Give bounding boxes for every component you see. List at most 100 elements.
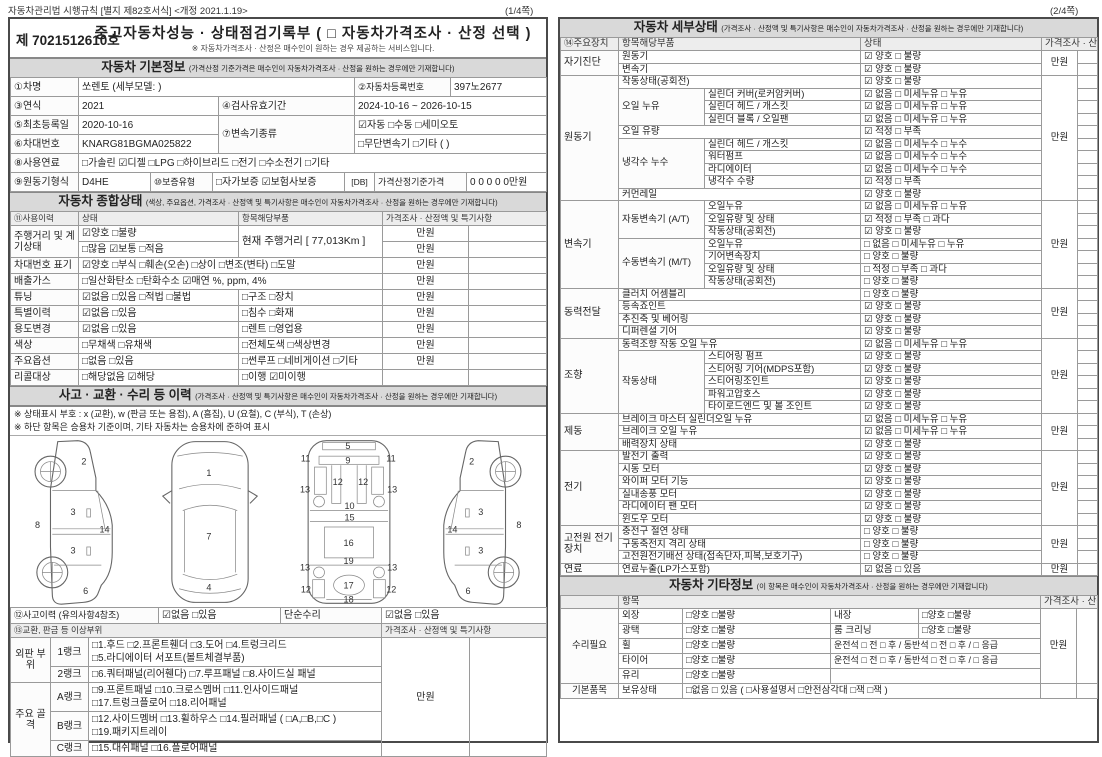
empty-cell (1077, 450, 1099, 464)
simple-repair-value: ☑없음 □있음 (381, 607, 547, 624)
part-cell: 윈도우 모터 (617, 512, 862, 526)
section-accident-history-title: 사고 · 교환 · 수리 등 이력 (58, 388, 192, 402)
diagram-number: 13 (300, 563, 310, 573)
part-cell: 실내송풍 모터 (617, 487, 862, 501)
empty-cell (1077, 287, 1099, 301)
diagram-number: 18 (343, 594, 353, 604)
part-cell: 발전기 출력 (617, 450, 862, 464)
part-cell: 워터펌프 (703, 150, 862, 164)
section-basic-info-note: (가격산정 기준가격은 매수인이 자동차가격조사 · 산정을 원하는 경우에만 … (188, 64, 455, 73)
empty-cell (469, 637, 547, 757)
diagram-number: 14 (448, 524, 458, 534)
status-cell: ☑ 양호 □ 불량 (860, 325, 1043, 339)
empty-cell (1077, 500, 1099, 514)
exterior-label: 외장 (618, 607, 683, 624)
status-cell: □ 양호 □ 불량 (860, 537, 1043, 551)
status-cell: ☑ 적정 □ 부족 (860, 175, 1043, 189)
status-cell: ☑ 양호 □ 불량 (860, 375, 1043, 389)
rankC-label: C랭크 (50, 740, 89, 757)
empty-cell (1077, 175, 1099, 189)
col-state: 상태 (78, 211, 239, 226)
rankA-items: □9.프론트패널 □10.크로스멤버 □11.인사이드패널 □17.트렁크플로어 … (88, 682, 382, 712)
mileage-price1: 만원 (382, 225, 469, 242)
status-cell: ☑ 없음 □ 미세누유 □ 누유 (860, 87, 1043, 101)
engine-type-label: ⑨원동기형식 (10, 172, 79, 192)
tire-options: □양호 □불량 (682, 652, 831, 669)
status-cell: ☑ 양호 □ 불량 (860, 312, 1043, 326)
mileage-price2: 만원 (382, 241, 469, 258)
diagram-number: 9 (345, 455, 350, 465)
col-parts: 항목해당부품 (238, 211, 383, 226)
accident-history-value: ☑없음 □있음 (158, 607, 281, 624)
car-top-diagram: 1 7 4 (162, 441, 259, 603)
base-price-value: 0 0 0 0 0만원 (466, 172, 547, 192)
part-cell: 실린더 헤드 / 개스킷 (703, 137, 862, 151)
empty-cell (382, 369, 469, 386)
usage-change-state: ☑없음 □있음 (78, 321, 239, 338)
col-status: 상태 (860, 37, 1043, 51)
price-powertrain: 만원 (1041, 287, 1079, 339)
status-cell: ☑ 적정 □ 부족 (860, 125, 1043, 139)
rank2-items: □6.쿼터패널(리어휀다) □7.루프패널 □8.사이드실 패널 (88, 666, 382, 683)
model-year-value: 2021 (78, 96, 219, 116)
empty-cell (468, 353, 547, 370)
empty-cell (1077, 487, 1099, 501)
section-etc-info-note: (이 항목은 매수인이 자동차가격조사 · 산정을 원하는 경우에만 기재합니다… (756, 582, 988, 591)
color-price: 만원 (382, 337, 469, 354)
empty-cell (1077, 337, 1099, 351)
part-cell: 고전원전기배선 상태(접속단자,피복,보호기구) (617, 550, 862, 564)
recall-state: □해당없음 ☑해당 (78, 369, 239, 386)
part-cell: 추진축 및 베어링 (617, 312, 862, 326)
form-regulation-caption: 자동차관리법 시행규칙 [별지 제82호서식] <개정 2021.1.19> (8, 6, 248, 17)
diagram-number: 19 (343, 556, 353, 566)
empty-cell (468, 257, 547, 274)
car-side-left-diagram: 2 8 3 14 3 6 (34, 440, 113, 605)
accident-history-row: ⑫사고이력 (유의사항4참조) ☑없음 □있음 단순수리 ☑없음 □있음 ⑬교환… (10, 607, 547, 638)
rankB-items: □12.사이드멤버 □13.휠하우스 □14.필러패널 ( □A,□B,□C )… (88, 711, 382, 741)
empty-cell (1077, 350, 1099, 364)
empty-cell (1077, 362, 1099, 376)
room-cleaning-options: □양호 □불량 (917, 622, 1042, 639)
special-history-label: 특별이력 (10, 305, 79, 322)
status-cell: ☑ 없음 □ 미세누수 □ 누수 (860, 137, 1043, 151)
mileage-part: 현재 주행거리 [ 77,013Km ] (238, 225, 383, 258)
rankB-line1: □12.사이드멤버 □13.휠하우스 □14.필러패널 ( □A,□B,□C ) (92, 714, 337, 725)
empty-cell (1077, 225, 1099, 239)
empty-cell (468, 321, 547, 338)
part-cell: 커먼레일 (617, 187, 862, 201)
empty-cell (1077, 87, 1099, 101)
empty-cell (829, 667, 1042, 684)
price-engine: 만원 (1041, 75, 1079, 201)
warranty-db-tag: [DB] (344, 172, 375, 192)
diagram-number: 15 (344, 513, 354, 523)
vin-label: ⑥차대번호 (10, 134, 79, 154)
tire-label: 타이어 (618, 652, 683, 669)
special-history-part: □침수 □화재 (238, 305, 383, 322)
state-code-note: ※ 상태표시 부호 : x (교환), w (판금 또는 용접), A (흠집)… (10, 406, 546, 422)
car-damage-diagrams: 2 8 3 14 3 6 1 7 4 (10, 435, 546, 608)
recall-part: □이행 ☑미이행 (238, 369, 383, 386)
empty-cell (1077, 250, 1099, 264)
status-cell: ☑ 양호 □ 불량 (860, 400, 1043, 414)
status-cell: ☑ 양호 □ 불량 (860, 300, 1043, 314)
glass-label: 유리 (618, 667, 683, 684)
diagram-number: 12 (332, 477, 342, 487)
empty-cell (468, 241, 547, 258)
page1-number: (1/4쪽) (505, 6, 534, 17)
polish-options: □양호 □불량 (682, 622, 831, 639)
empty-cell (468, 289, 547, 306)
empty-cell (1077, 187, 1099, 201)
sub-at: 자동변속기 (A/T) (618, 200, 705, 239)
col-usage-history: ⑪사용이력 (10, 211, 79, 226)
mileage-label: 주행거리 및 계기상태 (10, 225, 79, 258)
empty-cell (1077, 512, 1099, 526)
car-side-right-diagram: 2 3 8 14 3 6 (443, 440, 522, 605)
rank-price: 만원 (381, 637, 470, 757)
price-electric: 만원 (1041, 450, 1079, 526)
title-block: 제 7021512610호 중고자동차성능 · 상태점검기록부 ( □ 자동차가… (10, 19, 546, 58)
col-etc-price: 가격조사 · 산정액 (1040, 595, 1099, 609)
part-cell: 연료누출(LP가스포함) (617, 562, 862, 576)
section-accident-history-note: (가격조사 · 산정액 및 특기사항은 매수인이 자동차가격조사 · 산정을 원… (195, 392, 498, 401)
part-cell: 라디에이터 (703, 162, 862, 176)
empty-cell (1077, 162, 1099, 176)
